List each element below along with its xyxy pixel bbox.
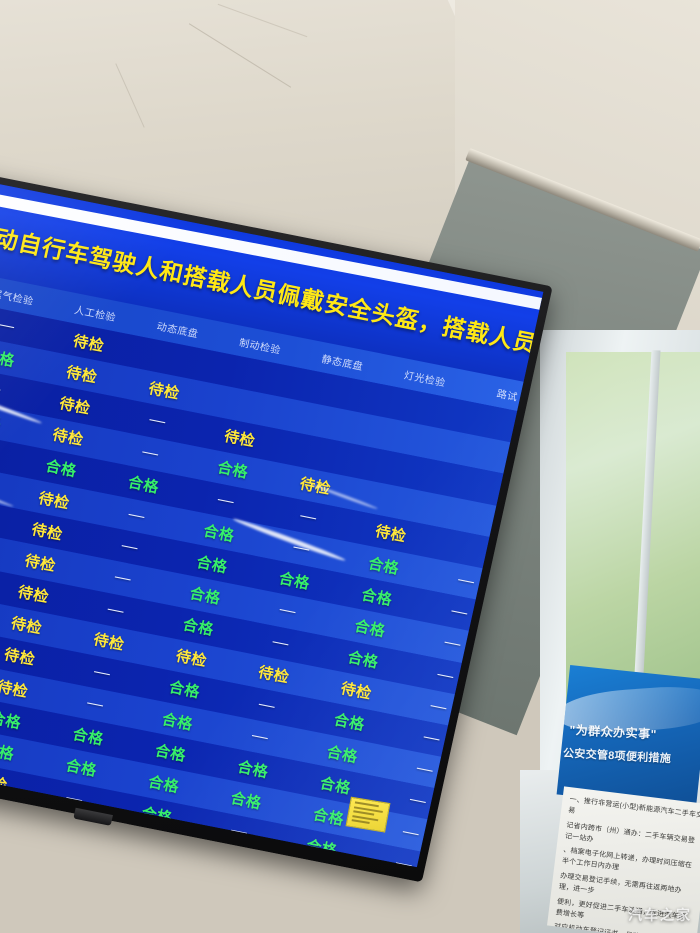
table-cell (377, 400, 459, 416)
table-cell (295, 383, 377, 399)
poster-subheadline: 公安交管8项便利措施 (562, 747, 672, 766)
tv-screen: 电动自行车驾驶人和搭载人员佩戴安全头盔，搭载人员应当在座位上正向骑坐 尾气检验人… (0, 178, 544, 868)
table-cell (363, 463, 445, 479)
table-cell (206, 399, 288, 415)
table-cell (370, 431, 452, 447)
table-cell (281, 446, 363, 462)
table-cell (288, 415, 370, 431)
wall-mounted-tv: 电动自行车驾驶人和搭载人员佩戴安全头盔，搭载人员应当在座位上正向骑坐 尾气检验人… (0, 170, 553, 883)
warranty-sticker (345, 796, 391, 833)
table-cell (357, 494, 439, 510)
table-cell (130, 351, 212, 367)
watermark: 汽车之家 (628, 907, 692, 923)
table-cell (212, 367, 294, 383)
